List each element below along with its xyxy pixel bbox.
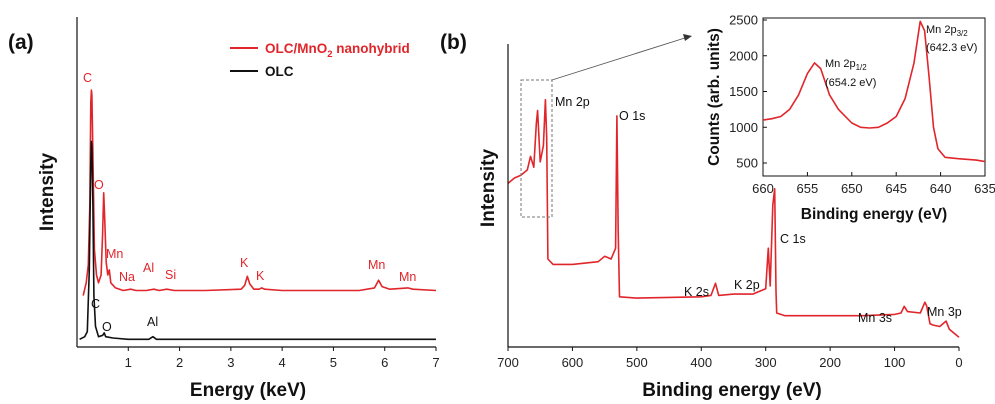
panel-a-series — [79, 89, 437, 341]
legend-label-nanohybrid: OLC/MnO2 nanohybrid — [265, 41, 410, 60]
peak-label: C 1s — [780, 232, 806, 246]
inset-annotation-mn2p12: Mn 2p1/2 — [825, 58, 867, 72]
inset-x-tick-label: 645 — [885, 181, 907, 196]
peak-label: Mn — [106, 247, 123, 261]
inset-frame — [762, 17, 986, 177]
panel-a-legend: OLC/MnO2 nanohybrid OLC — [230, 41, 410, 79]
series-line-nanohybrid — [82, 89, 437, 296]
x-tick-label: 500 — [626, 355, 648, 370]
panel-a-annotations: C O Mn Na Al Si K K Mn Mn C O Al — [83, 71, 416, 334]
inset-x-tick-label: 650 — [841, 181, 863, 196]
inset-x-tick-label: 655 — [797, 181, 819, 196]
peak-label: Si — [165, 268, 176, 282]
panel-a: (a) 1 2 3 4 5 6 7 Intensity Energy (keV) OLC/M… — [8, 17, 440, 401]
panel-b-label: (b) — [440, 31, 467, 54]
x-tick-label: 4 — [279, 355, 286, 370]
peak-label: C — [83, 71, 92, 85]
inset-x-tick-label: 635 — [974, 181, 995, 196]
peak-label: C — [91, 297, 100, 311]
inset-y-tick-label: 1000 — [729, 120, 758, 135]
x-tick-label: 600 — [562, 355, 584, 370]
peak-label: K 2s — [684, 285, 709, 299]
x-tick-label: 700 — [497, 355, 519, 370]
peak-label: O — [94, 178, 104, 192]
panel-b-ylabel: Intensity — [478, 149, 499, 228]
inset-ylabel: Counts (arb. units) — [706, 28, 723, 166]
zoom-arrowhead — [683, 34, 692, 41]
panel-a-x-ticks: 1 2 3 4 5 6 7 — [125, 347, 440, 370]
inset-x-tick-label: 640 — [930, 181, 952, 196]
x-tick-label: 2 — [176, 355, 183, 370]
inset-x-ticks: 660 655 650 645 640 635 — [752, 172, 995, 196]
inset-series — [762, 20, 986, 163]
x-tick-label: 6 — [381, 355, 388, 370]
x-tick-label: 200 — [819, 355, 841, 370]
panel-b-annotations: Mn 2p O 1s K 2s K 2p C 1s Mn 3s Mn 3p — [555, 95, 962, 325]
peak-label: Na — [119, 270, 135, 284]
peak-label: K — [240, 256, 249, 270]
panel-b-x-ticks: 700 600 500 400 300 200 100 0 — [497, 347, 963, 370]
panel-a-ylabel: Intensity — [37, 153, 58, 232]
inset-chart: 660 655 650 645 640 635 500 1000 1500 2000 2500 C… — [706, 13, 995, 224]
inset-annotation-mn2p32-value: (642.3 eV) — [926, 42, 977, 54]
peak-label: O — [102, 320, 112, 334]
peak-label: Mn 2p — [555, 95, 590, 109]
x-tick-label: 5 — [330, 355, 337, 370]
inset-series-line — [762, 20, 986, 163]
peak-label: Mn 3p — [927, 305, 962, 319]
inset-annotation-mn2p32: Mn 2p3/2 — [926, 24, 968, 38]
zoom-arrow — [551, 36, 689, 81]
inset-x-tick-label: 660 — [752, 181, 774, 196]
panel-a-xlabel: Energy (keV) — [190, 380, 306, 401]
inset-y-tick-label: 1500 — [729, 84, 758, 99]
x-tick-label: 3 — [227, 355, 234, 370]
peak-label: Al — [143, 261, 154, 275]
peak-label: K 2p — [734, 278, 760, 292]
panel-a-label: (a) — [8, 31, 34, 54]
x-tick-label: 300 — [755, 355, 777, 370]
panel-b-series — [507, 98, 960, 338]
peak-label: Mn 3s — [858, 311, 892, 325]
legend-label-olc: OLC — [265, 64, 294, 79]
inset-y-tick-label: 2000 — [729, 48, 758, 63]
inset-xlabel: Binding energy (eV) — [801, 206, 947, 223]
peak-label: Mn — [368, 258, 385, 272]
x-tick-label: 7 — [432, 355, 439, 370]
inset-y-ticks: 500 1000 1500 2000 2500 — [729, 13, 767, 171]
peak-label: O 1s — [619, 109, 645, 123]
panel-b-xlabel: Binding energy (eV) — [642, 380, 821, 401]
peak-label: Mn — [399, 270, 416, 284]
x-tick-label: 0 — [955, 355, 962, 370]
inset-annotation-mn2p12-value: (654.2 eV) — [825, 77, 876, 89]
peak-label: K — [256, 269, 265, 283]
series-line-survey — [507, 98, 960, 338]
x-tick-label: 100 — [884, 355, 906, 370]
inset-y-tick-label: 2500 — [729, 13, 758, 28]
peak-label: Al — [147, 315, 158, 329]
series-line-olc — [79, 140, 436, 341]
x-tick-label: 400 — [690, 355, 712, 370]
panel-b: (b) 700 600 500 400 300 200 100 0 Intensity Bin… — [440, 13, 995, 402]
x-tick-label: 1 — [125, 355, 132, 370]
inset-y-tick-label: 500 — [736, 156, 758, 171]
zoom-region-box — [520, 79, 553, 218]
